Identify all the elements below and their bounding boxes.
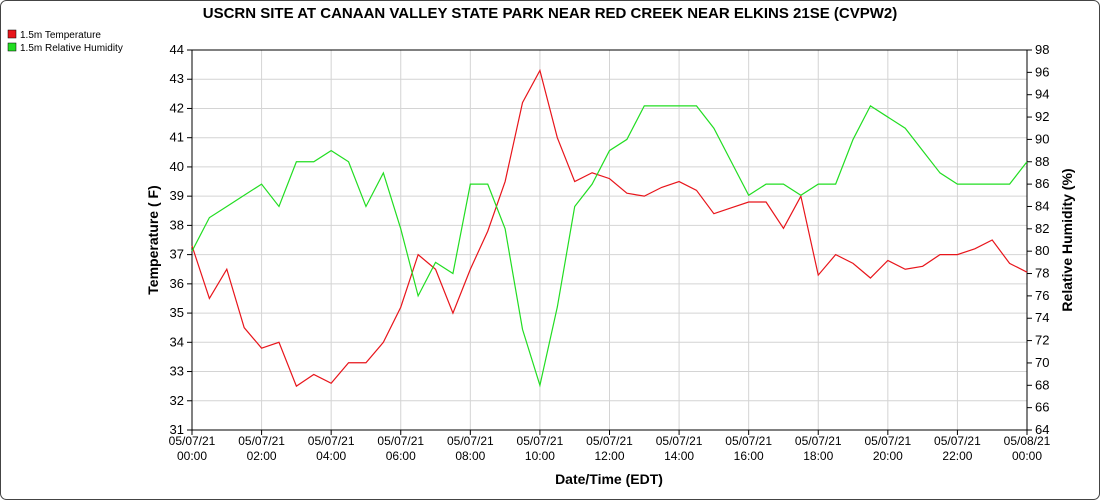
y2-tick-label: 98 (1035, 42, 1049, 57)
x-tick-label: 05/07/21 20:00 (864, 434, 911, 463)
legend-swatch (7, 42, 17, 52)
y-tick-label: 35 (170, 305, 184, 320)
plot-border (191, 49, 1028, 431)
y2-tick-label: 66 (1035, 400, 1049, 415)
legend-swatch (7, 29, 17, 39)
x-tick-label: 05/07/21 16:00 (725, 434, 772, 463)
y2-tick-label: 68 (1035, 377, 1049, 392)
y2-tick-label: 64 (1035, 422, 1049, 437)
y2-tick-label: 94 (1035, 87, 1049, 102)
y-tick-label: 34 (170, 334, 184, 349)
y2-tick-label: 92 (1035, 109, 1049, 124)
y-tick-label: 43 (170, 71, 184, 86)
y2-tick-label: 74 (1035, 310, 1049, 325)
x-tick-label: 05/07/21 06:00 (377, 434, 424, 463)
y2-tick-label: 84 (1035, 198, 1049, 213)
y2-axis-title: Relative Humidity (%) (1059, 168, 1075, 311)
x-tick-label: 05/07/21 08:00 (447, 434, 494, 463)
x-tick-label: 05/07/21 00:00 (169, 434, 216, 463)
x-tick-label: 05/07/21 22:00 (934, 434, 981, 463)
y2-tick-label: 86 (1035, 176, 1049, 191)
y-tick-label: 38 (170, 217, 184, 232)
x-tick-label: 05/07/21 18:00 (795, 434, 842, 463)
y-tick-label: 31 (170, 422, 184, 437)
x-tick-label: 05/07/21 02:00 (238, 434, 285, 463)
y2-tick-label: 90 (1035, 131, 1049, 146)
y-tick-label: 33 (170, 364, 184, 379)
y-tick-label: 40 (170, 159, 184, 174)
chart-title: USCRN SITE AT CANAAN VALLEY STATE PARK N… (203, 5, 898, 22)
y2-tick-label: 80 (1035, 243, 1049, 258)
y-tick-label: 36 (170, 276, 184, 291)
y2-tick-label: 82 (1035, 221, 1049, 236)
y-tick-label: 32 (170, 393, 184, 408)
x-tick-label: 05/07/21 10:00 (517, 434, 564, 463)
x-tick-label: 05/07/21 14:00 (656, 434, 703, 463)
y-axis-title: Temperature ( F) (145, 185, 161, 294)
y2-tick-label: 76 (1035, 288, 1049, 303)
y2-tick-label: 72 (1035, 333, 1049, 348)
y2-tick-label: 70 (1035, 355, 1049, 370)
x-axis-title: Date/Time (EDT) (555, 471, 663, 487)
y-tick-label: 41 (170, 130, 184, 145)
x-tick-label: 05/08/21 00:00 (1004, 434, 1051, 463)
y2-tick-label: 78 (1035, 266, 1049, 281)
x-tick-label: 05/07/21 12:00 (586, 434, 633, 463)
legend-label: 1.5m Relative Humidity (20, 43, 123, 54)
y-tick-label: 42 (170, 100, 184, 115)
series-line (191, 105, 1028, 388)
series-line (191, 68, 1028, 388)
y2-tick-label: 88 (1035, 154, 1049, 169)
legend-label: 1.5m Temperature (20, 30, 101, 41)
y-tick-label: 44 (170, 42, 184, 57)
y2-tick-label: 96 (1035, 64, 1049, 79)
y-tick-label: 37 (170, 247, 184, 262)
y-tick-label: 39 (170, 188, 184, 203)
x-tick-label: 05/07/21 04:00 (308, 434, 355, 463)
